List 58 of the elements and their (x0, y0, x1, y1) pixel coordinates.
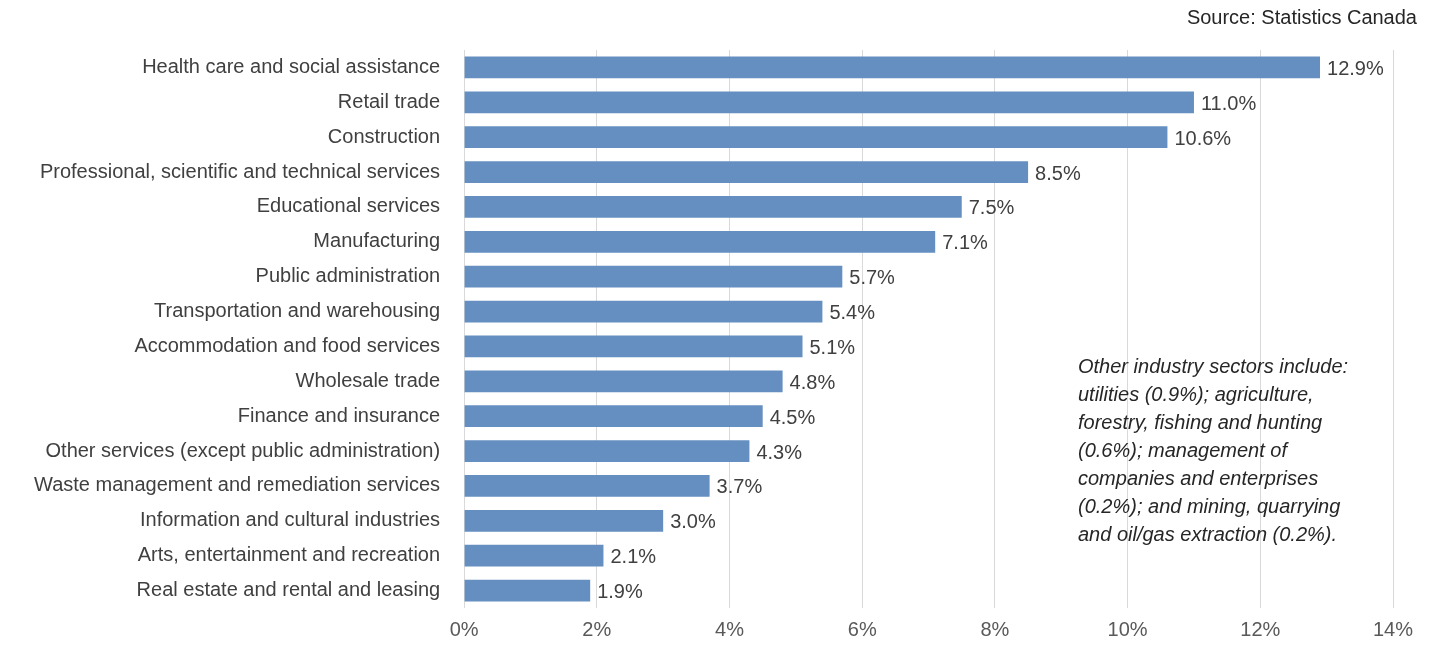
bar (464, 544, 604, 567)
y-tick-label: Information and cultural industries (139, 508, 441, 531)
y-tick-label: Real estate and rental and leasing (136, 578, 441, 601)
bar (464, 475, 710, 497)
data-label: 2.1% (610, 545, 657, 568)
source-note: Source: Statistics Canada (1186, 6, 1417, 29)
data-label: 11.0% (1200, 91, 1257, 114)
data-label: 4.3% (756, 440, 803, 463)
data-label: 8.5% (1035, 161, 1081, 184)
bar (464, 230, 936, 253)
bar (464, 126, 1168, 149)
data-label: 7.1% (942, 231, 988, 254)
x-tick-label: 14% (1372, 617, 1414, 640)
x-tick-label: 8% (980, 617, 1010, 640)
bar (464, 300, 823, 323)
y-tick-label: Public administration (255, 264, 441, 287)
y-tick-label: Finance and insurance (237, 403, 441, 426)
data-label: 3.0% (670, 510, 716, 533)
data-label: 4.5% (769, 405, 816, 428)
bar (464, 56, 1321, 79)
bar (464, 370, 783, 393)
y-tick-label: Professional, scientific and technical services (39, 159, 441, 182)
y-tick-label: Other services (except public administration) (45, 438, 441, 461)
bar (464, 91, 1194, 114)
y-tick-label: Waste management and remediation services (34, 473, 441, 496)
data-label: 5.4% (829, 301, 876, 324)
bar (464, 265, 843, 288)
x-tick-label: 2% (582, 617, 612, 640)
bar (464, 161, 1029, 183)
bar (464, 335, 803, 358)
x-tick-label: 6% (847, 617, 877, 640)
data-label: 7.5% (968, 196, 1015, 219)
bar (464, 196, 962, 218)
y-tick-label: Accommodation and food services (134, 333, 441, 356)
data-label: 5.7% (849, 266, 896, 289)
bar (464, 579, 591, 602)
annotation: Other industry sectors include: utilities (0.9%); agriculture, forestry, fishing and hunting (0.6%); management of companies and enterprises (0.2%); and mining, quarrying and oil/gas extraction (0.2%). (1078, 354, 1350, 547)
y-tick-label: Arts, entertainment and recreation (137, 543, 441, 566)
data-label: 5.1% (809, 335, 856, 358)
y-tick-label: Transportation and warehousing (154, 299, 441, 322)
y-tick-label: Construction (327, 124, 441, 147)
data-label: 1.9% (597, 580, 643, 603)
data-label: 3.7% (716, 475, 763, 498)
bar (464, 440, 750, 462)
data-label: 10.6% (1174, 126, 1232, 149)
data-label: 4.8% (789, 370, 836, 393)
data-label: 12.9% (1327, 56, 1384, 79)
y-tick-label: Manufacturing (313, 229, 441, 252)
bar (464, 509, 664, 532)
x-tick-label: 10% (1107, 617, 1148, 640)
x-tick-label: 12% (1240, 617, 1281, 640)
x-tick-label: 0% (449, 617, 479, 640)
y-tick-label: Educational services (256, 194, 441, 217)
y-tick-label: Retail trade (337, 89, 441, 112)
bar (464, 405, 763, 428)
x-tick-label: 4% (715, 617, 745, 640)
y-tick-label: Health care and social assistance (142, 54, 441, 77)
y-tick-label: Wholesale trade (295, 368, 441, 391)
